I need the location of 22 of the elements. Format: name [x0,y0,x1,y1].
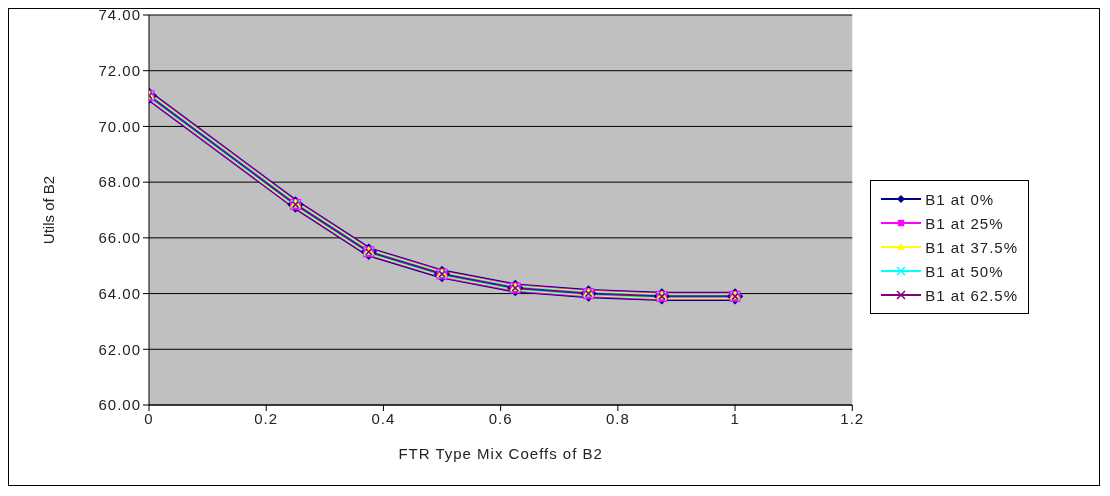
y-tick-label: 70.00 [98,117,141,135]
x-tick-label: 0.6 [488,409,513,427]
y-tick-label: 72.00 [98,62,141,80]
y-tick-label: 60.00 [98,396,141,414]
y-tick-label: 62.00 [98,340,141,358]
y-axis-title: Utils of B2 [40,175,58,245]
legend-label: B1 at 0% [925,190,995,208]
x-tick-label: 0.8 [605,409,630,427]
y-tick-label: 74.00 [98,6,141,24]
x-tick-label: 0.4 [371,409,396,427]
x-axis-title: FTR Type Mix Coeffs of B2 [398,445,603,462]
legend-label: B1 at 37.5% [925,238,1018,256]
legend-label: B1 at 62.5% [925,286,1018,304]
x-tick-label: 0.2 [254,409,279,427]
x-tick-label: 0 [144,409,154,427]
legend-label: B1 at 25% [925,214,1004,232]
y-tick-label: 64.00 [98,284,141,302]
y-tick-label: 68.00 [98,173,141,191]
x-tick-label: 1 [730,409,740,427]
y-tick-label: 66.00 [98,229,141,247]
legend-label: B1 at 50% [925,262,1004,280]
x-tick-label: 1.2 [840,409,865,427]
